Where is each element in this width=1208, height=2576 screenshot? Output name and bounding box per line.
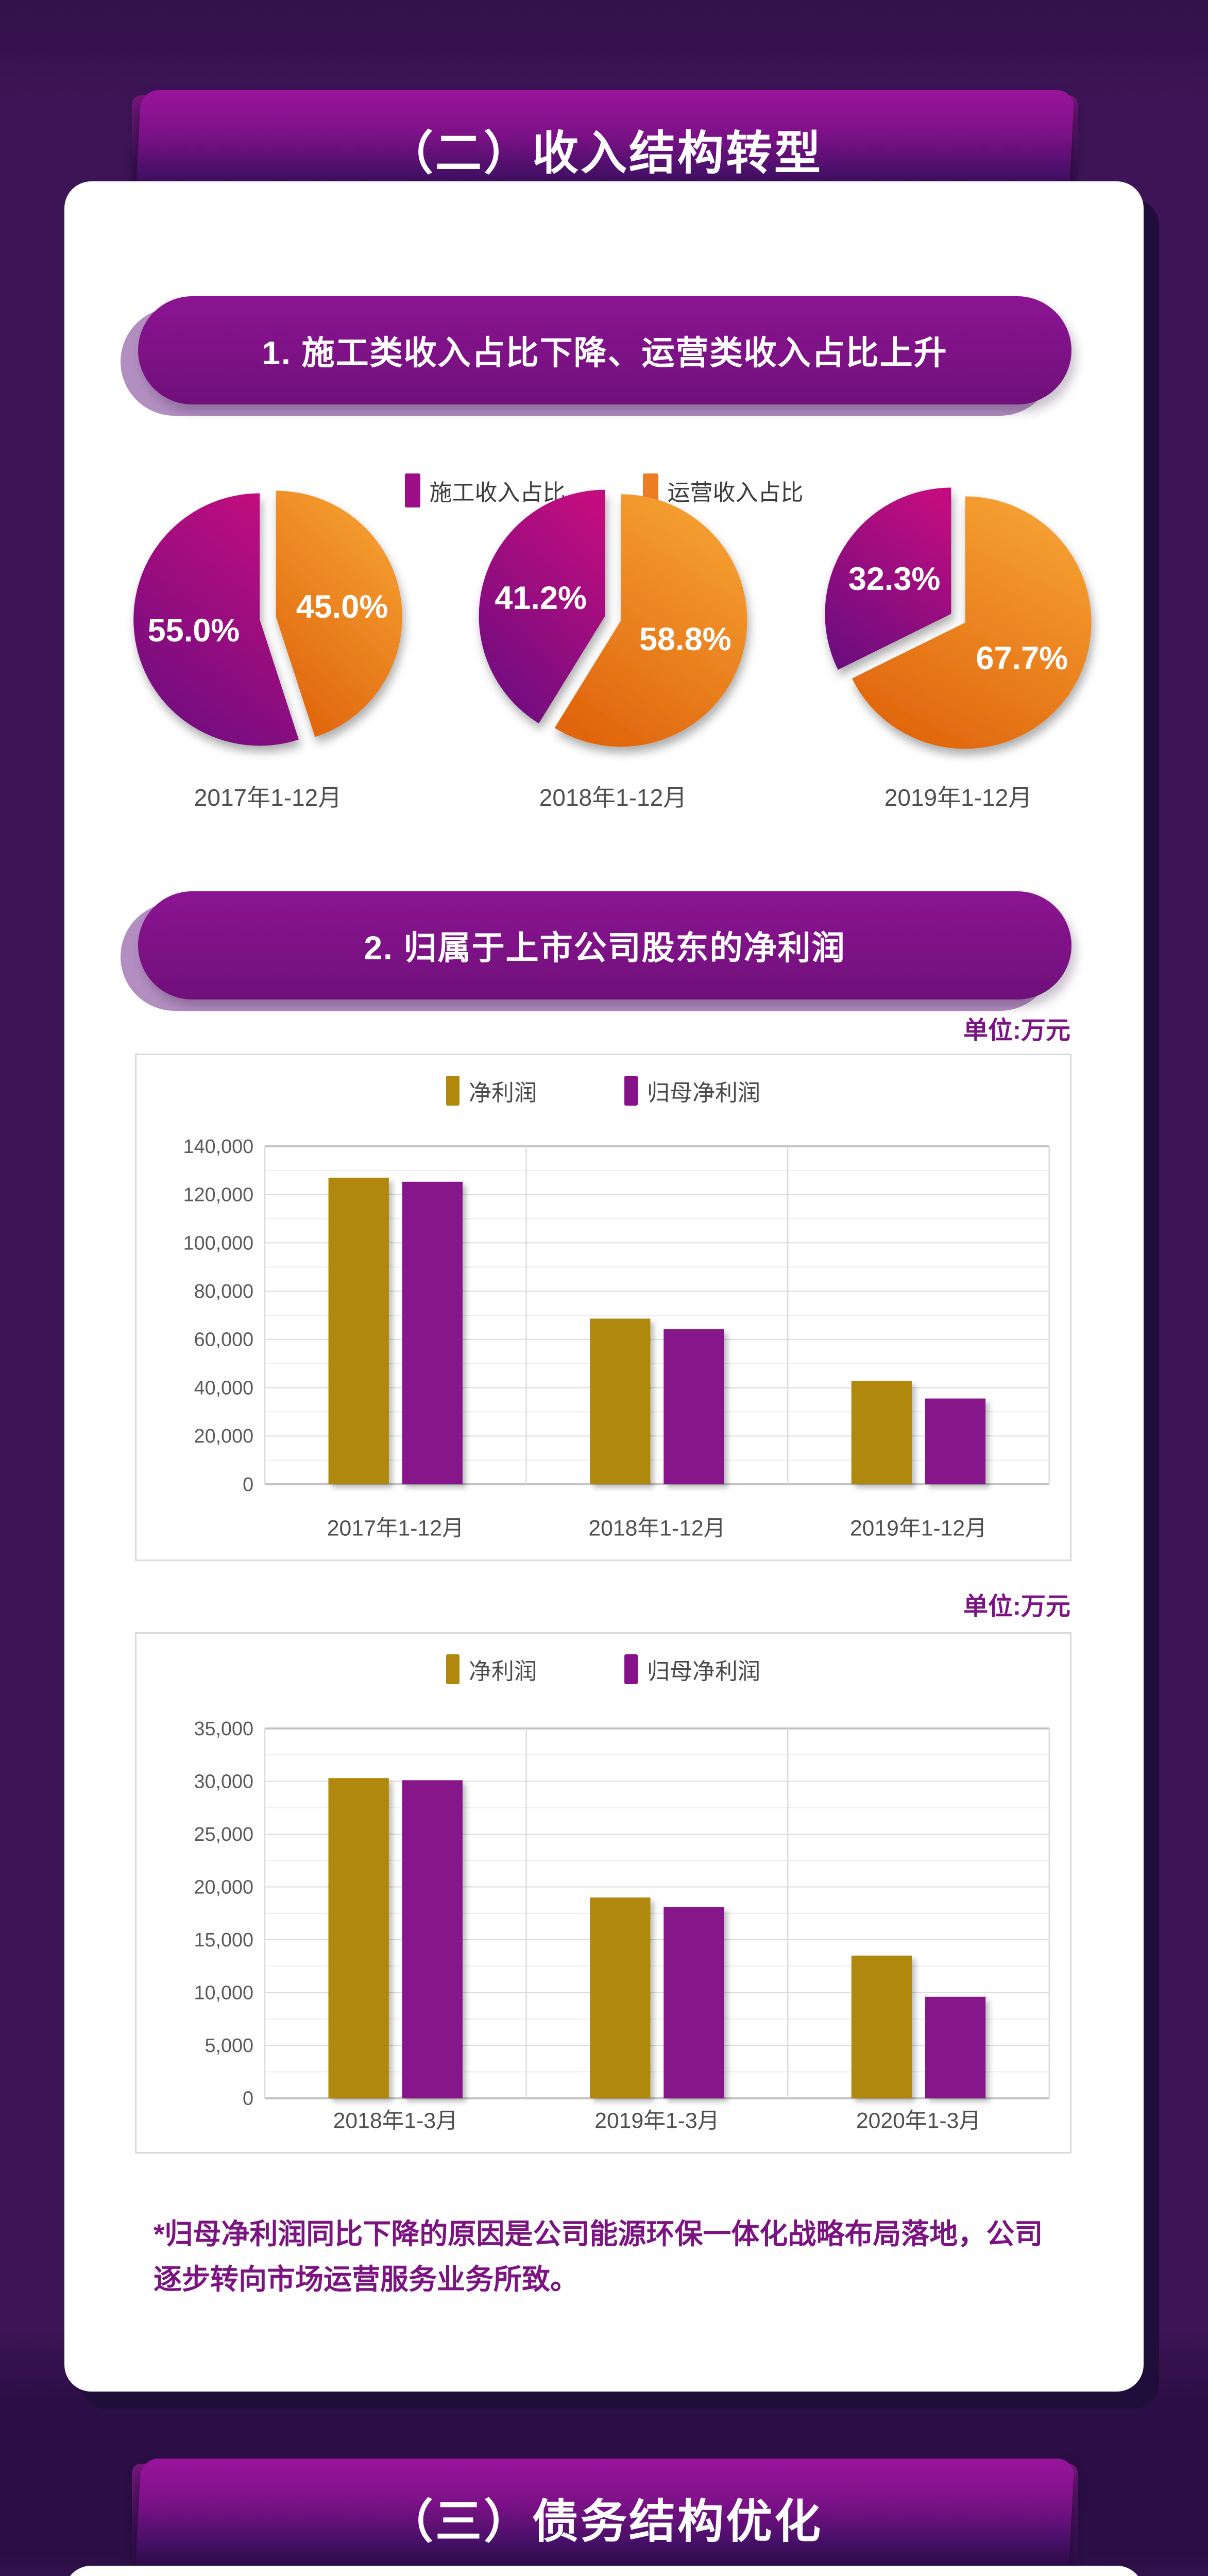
pie-percent-label: 58.8% [639,621,731,657]
legend-revenue-pies: 施工收入占比 运营收入占比 [64,470,1144,511]
legend-label: 净利润 [469,1659,537,1684]
legend-label: 归母净利润 [647,1659,760,1684]
legend-label: 净利润 [469,1080,537,1106]
pie-percent-label: 41.2% [495,580,587,616]
bar-chart-quarterly-box: 0 5,000 10,000 15,000 20,000 25,000 30,000 35,0… [135,1632,1071,2154]
legend-marker-icon [624,1076,638,1106]
section-title-revenue: （二）收入结构转型 [387,128,823,179]
pie-percent-label: 45.0% [296,589,388,625]
bar-chart-quarterly: 0 5,000 10,000 15,000 20,000 25,000 30,000 35,0… [194,1718,1050,2133]
y-axis-tick-label: 100,000 [183,1232,253,1254]
y-axis-tick-label: 80,000 [194,1281,253,1302]
pie-chart-revenue-2019: 67.7% 32.3% [825,487,1092,749]
legend-marker-icon [446,1076,460,1106]
bar-归母净利润 [925,1996,986,2098]
y-axis-tick-label: 25,000 [194,1824,254,1845]
bar-净利润 [328,1177,389,1484]
y-axis-tick-label: 60,000 [194,1329,253,1351]
y-axis-tick-label: 140,000 [183,1136,253,1158]
legend-marker-icon [404,473,420,507]
pill-header-revenue-share: 1. 施工类收入占比下降、运营类收入占比上升 [121,296,1071,416]
x-axis-category-label: 2020年1-3月 [856,2108,981,2133]
pie-percent-label: 67.7% [976,640,1068,676]
pill-front: 2. 归属于上市公司股东的净利润 [138,891,1071,999]
pie-chart-revenue-2017: 45.0% 55.0% [133,490,402,746]
bar-净利润 [328,1778,389,2098]
x-axis-category-label: 2017年1-12月 [327,1516,464,1540]
legend-marker-icon [446,1654,460,1684]
pie-slice [852,496,1092,749]
x-axis-category-label: 2019年1-12月 [850,1516,987,1540]
bar-chart-annual: 0 20,000 40,000 60,000 80,000 100,000 120,000 1… [183,1136,1050,1540]
y-axis-tick-label: 0 [243,2088,253,2110]
footnote-text: *归母净利润同比下降的原因是公司能源环保一体化战略布局落地，公司逐步转向市场运营… [154,2218,1043,2295]
legend-item: 归母净利润 [624,1074,760,1107]
y-axis-tick-label: 0 [243,1474,253,1496]
pie-slice [479,489,605,724]
bar-归母净利润 [402,1780,463,2098]
legend-label: 运营收入占比 [667,480,804,505]
section-banner-debt: （三）债务结构优化 [132,2459,1078,2576]
y-axis-tick-label: 30,000 [194,1771,254,1792]
legend-label: 归母净利润 [647,1080,760,1106]
pill-front: 1. 施工类收入占比下降、运营类收入占比上升 [138,296,1071,404]
bar-归母净利润 [663,1329,724,1484]
bar-净利润 [590,1318,651,1484]
y-axis-tick-label: 120,000 [183,1184,253,1206]
legend-item: 净利润 [446,1653,537,1686]
y-axis-tick-label: 5,000 [205,2035,254,2057]
pie-caption: 2019年1-12月 [884,784,1032,811]
legend-marker-icon [624,1654,638,1684]
x-axis-category-label: 2018年1-12月 [588,1516,725,1540]
x-axis-category-label: 2019年1-3月 [594,2108,719,2133]
bar-归母净利润 [925,1398,986,1484]
card-debt [64,2566,1144,2576]
bar-chart-annual-box: 0 20,000 40,000 60,000 80,000 100,000 120,000 1… [135,1054,1071,1561]
y-axis-tick-label: 20,000 [194,1426,253,1447]
y-axis-tick-label: 40,000 [194,1377,253,1399]
legend-item: 运营收入占比 [642,473,804,507]
legend-item: 净利润 [446,1074,537,1107]
y-axis-tick-label: 35,000 [194,1718,254,1740]
pie-chart-revenue-2018: 58.8% 41.2% [479,489,747,747]
bar-归母净利润 [402,1181,463,1484]
legend-item: 归母净利润 [624,1653,760,1686]
legend-bar-chart-annual: 净利润 归母净利润 [135,1073,1071,1109]
pie-slice [276,490,402,737]
pie-percent-label: 55.0% [148,613,240,649]
legend-bar-chart-quarterly: 净利润 归母净利润 [135,1651,1071,1687]
banner-front-layer: （三）债务结构优化 [135,2459,1075,2576]
pie-slice [825,487,951,670]
x-axis-category-label: 2018年1-3月 [333,2108,458,2133]
pie-caption: 2017年1-12月 [194,784,342,811]
pie-slice [133,493,299,746]
pie-percent-label: 32.3% [848,561,941,597]
y-axis-tick-label: 10,000 [194,1982,254,2004]
unit-label-annual: 单位:万元 [963,1017,1070,1044]
pie-caption: 2018年1-12月 [539,784,687,811]
y-axis-tick-label: 20,000 [194,1876,254,1898]
legend-label: 施工收入占比 [429,480,566,505]
section-title-debt: （三）债务结构优化 [387,2496,823,2548]
bar-净利润 [851,1381,912,1484]
pill-header-net-profit: 2. 归属于上市公司股东的净利润 [121,891,1071,1011]
bar-归母净利润 [663,1907,724,2098]
pie-slice [554,494,747,747]
bar-净利润 [851,1955,912,2098]
bar-净利润 [590,1897,651,2098]
pill-title: 1. 施工类收入占比下降、运营类收入占比上升 [262,334,948,371]
pill-title: 2. 归属于上市公司股东的净利润 [364,929,846,967]
unit-label-quarterly: 单位:万元 [963,1593,1070,1620]
y-axis-tick-label: 15,000 [194,1929,254,1951]
legend-item: 施工收入占比 [404,473,566,507]
